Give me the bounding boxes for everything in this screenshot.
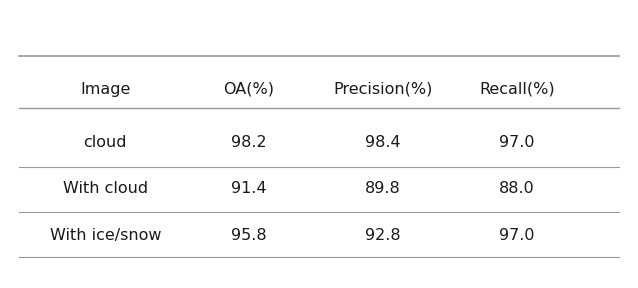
Text: 98.2: 98.2 <box>231 135 267 150</box>
Text: Image: Image <box>80 82 130 96</box>
Text: 88.0: 88.0 <box>499 181 535 196</box>
Text: 89.8: 89.8 <box>365 181 401 196</box>
Text: 97.0: 97.0 <box>499 228 535 243</box>
Text: cloud: cloud <box>84 135 127 150</box>
Text: 92.8: 92.8 <box>365 228 401 243</box>
Text: 95.8: 95.8 <box>231 228 267 243</box>
Text: With cloud: With cloud <box>63 181 148 196</box>
Text: 91.4: 91.4 <box>231 181 267 196</box>
Text: 97.0: 97.0 <box>499 135 535 150</box>
Text: 98.4: 98.4 <box>365 135 401 150</box>
Text: Precision(%): Precision(%) <box>333 82 433 96</box>
Text: OA(%): OA(%) <box>223 82 274 96</box>
Text: Table 4 The accuracy for label validation: Table 4 The accuracy for label validatio… <box>156 15 482 30</box>
Text: Recall(%): Recall(%) <box>479 82 554 96</box>
Text: With ice/snow: With ice/snow <box>50 228 161 243</box>
